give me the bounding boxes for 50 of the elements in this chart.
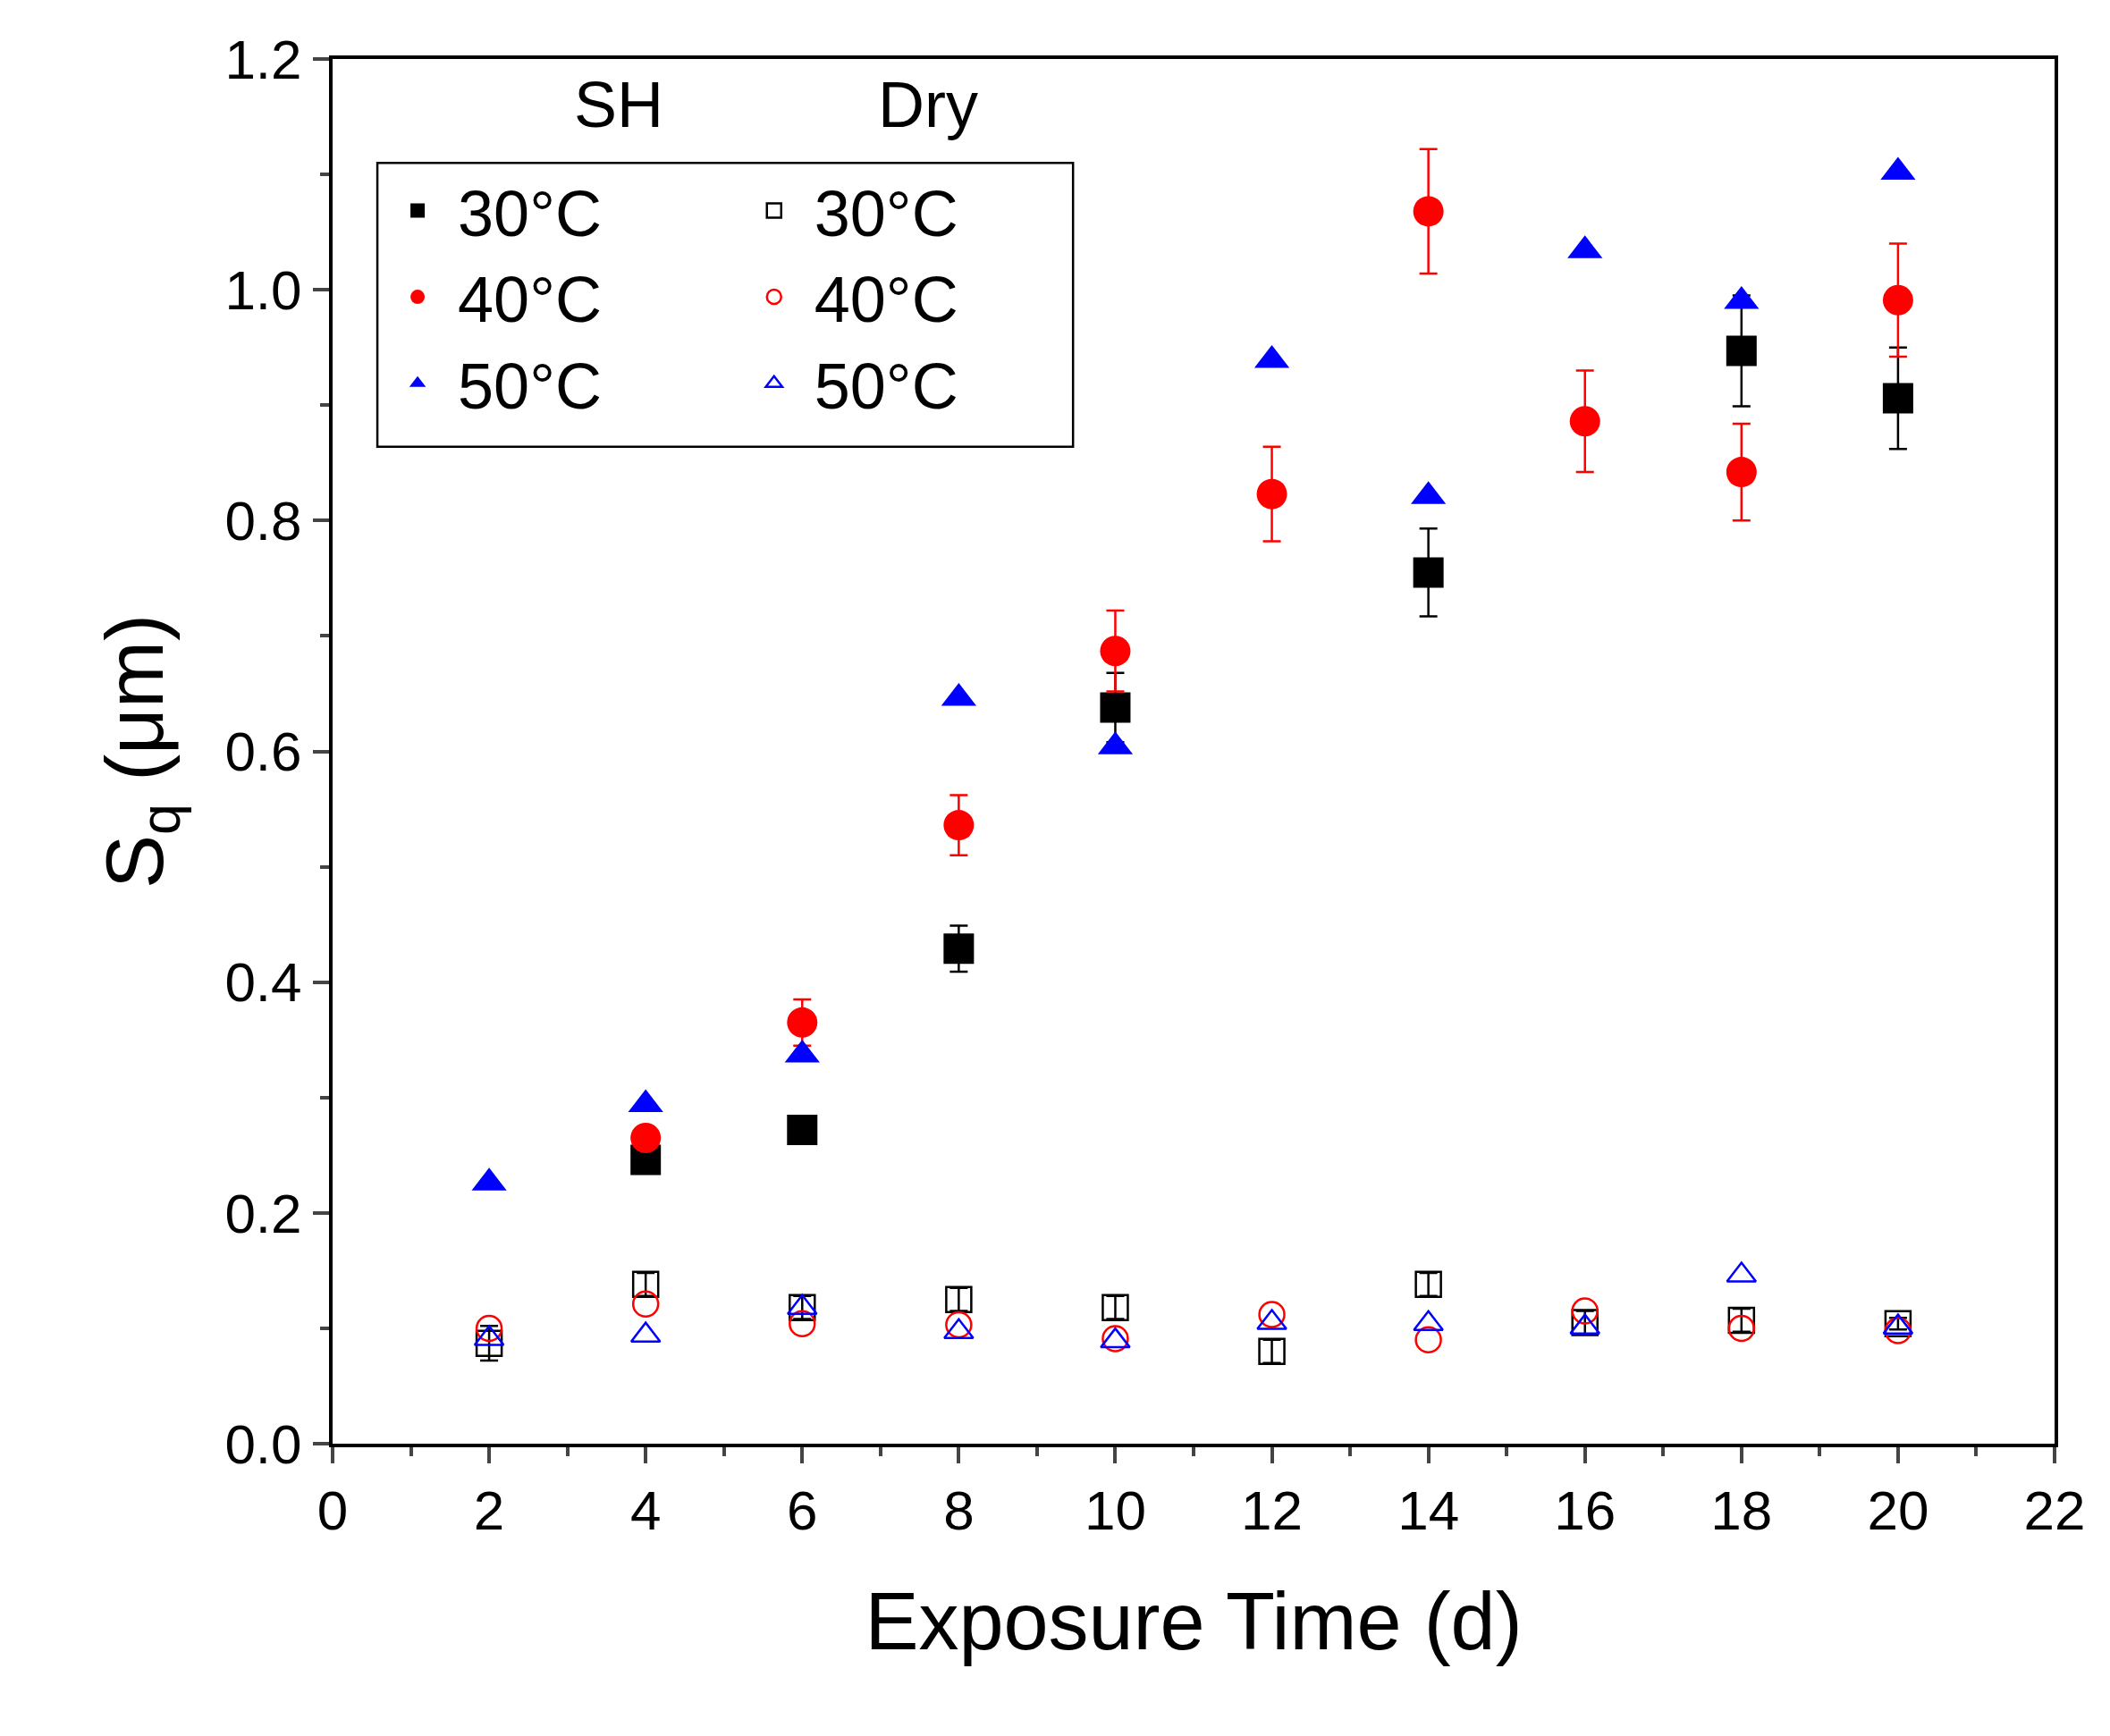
point (1571, 1297, 1599, 1325)
point (945, 1310, 973, 1339)
x-tick-label: 16 (1554, 1479, 1616, 1542)
x-tick-label: 6 (787, 1479, 818, 1542)
point (1414, 1326, 1442, 1354)
point (1569, 406, 1600, 437)
point (1100, 636, 1131, 667)
point (475, 1314, 503, 1343)
point (787, 1007, 818, 1038)
point (787, 1114, 818, 1145)
x-tick-label: 20 (1867, 1479, 1929, 1542)
point (1727, 1314, 1756, 1343)
point (943, 810, 975, 841)
point (943, 933, 975, 965)
y-tick-label: 1.0 (224, 258, 302, 321)
legend-label: 30°C (814, 177, 958, 249)
y-tick-label: 0.2 (224, 1182, 302, 1244)
y-tick-label: 1.2 (224, 28, 302, 90)
legend-label: 40°C (458, 264, 602, 336)
x-tick-label: 10 (1084, 1479, 1146, 1542)
point (630, 1122, 662, 1153)
x-axis-title: Exposure Time (d) (865, 1577, 1523, 1667)
x-tick-label: 0 (316, 1479, 349, 1542)
legend-label: 30°C (458, 177, 602, 249)
point (1413, 557, 1444, 588)
point (1413, 196, 1444, 227)
point (1256, 478, 1287, 510)
point (631, 1290, 660, 1319)
y-tick-label: 0.4 (224, 951, 302, 1014)
x-tick-label: 14 (1397, 1479, 1460, 1542)
x-tick-label: 22 (2023, 1479, 2086, 1542)
legend-label: 50°C (814, 350, 958, 422)
x-tick-label: 12 (1241, 1479, 1304, 1542)
point (1882, 383, 1913, 414)
legend-label: 40°C (814, 264, 958, 336)
point (1258, 1301, 1286, 1328)
x-tick-label: 2 (473, 1479, 505, 1542)
point (1882, 284, 1913, 316)
point (1726, 335, 1757, 367)
x-tick-label: 4 (629, 1479, 662, 1542)
point (1100, 692, 1131, 723)
y-tick-label: 0.6 (224, 721, 302, 783)
x-tick-label: 8 (943, 1479, 975, 1542)
point (1726, 457, 1757, 488)
annotation: Dry (878, 69, 978, 140)
annotation: SH (574, 69, 664, 140)
y-tick-label: 0.8 (224, 490, 302, 552)
y-tick-label: 0.0 (224, 1412, 302, 1475)
x-tick-label: 18 (1710, 1479, 1773, 1542)
legend-label: 50°C (458, 350, 602, 422)
